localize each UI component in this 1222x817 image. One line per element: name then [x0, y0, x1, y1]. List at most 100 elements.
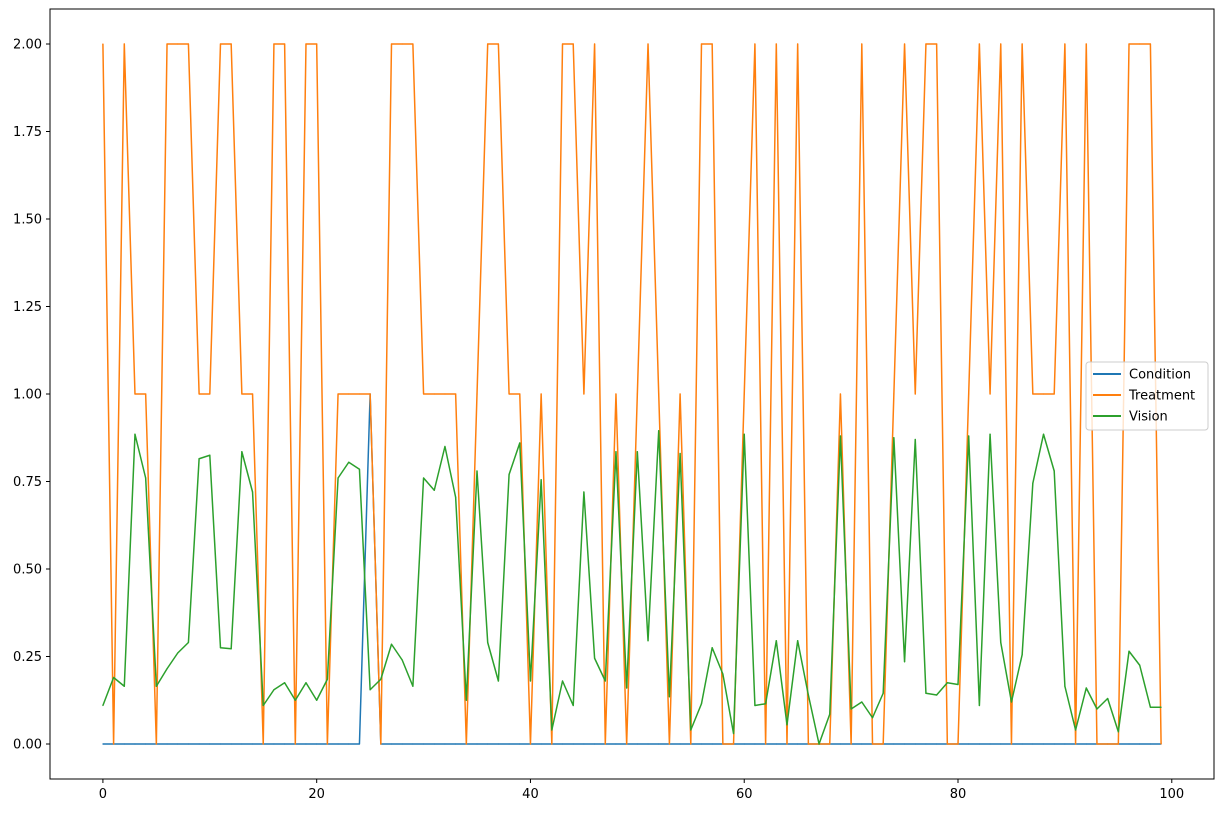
data-point — [294, 699, 296, 701]
data-point — [284, 682, 286, 684]
data-point — [1010, 701, 1013, 703]
data-point — [743, 433, 745, 435]
data-point — [978, 43, 980, 45]
data-point — [358, 468, 361, 470]
data-point — [1064, 743, 1066, 745]
data-point — [358, 743, 361, 745]
data-point — [273, 43, 275, 45]
data-point — [957, 743, 959, 745]
data-point — [732, 743, 735, 745]
data-point — [1000, 641, 1002, 644]
data-point — [775, 43, 777, 45]
data-point — [273, 743, 275, 745]
data-point — [593, 743, 596, 745]
data-point — [1074, 743, 1077, 745]
data-point — [348, 743, 350, 745]
data-point — [433, 393, 435, 395]
data-point — [658, 743, 660, 745]
data-point — [1139, 743, 1141, 745]
data-point — [529, 743, 532, 745]
y-tick-label: 0.25 — [13, 650, 42, 665]
data-point — [134, 393, 136, 395]
data-point — [936, 743, 938, 745]
legend-entries: Condition Treatment Vision — [1093, 368, 1195, 425]
data-point — [262, 704, 264, 707]
data-point — [337, 743, 339, 745]
data-point — [422, 393, 425, 395]
data-point — [1000, 43, 1002, 45]
data-point — [123, 43, 125, 45]
data-point — [946, 682, 948, 684]
data-point — [337, 393, 339, 395]
data-point — [775, 743, 777, 745]
data-point — [1107, 743, 1109, 745]
data-point — [561, 743, 564, 745]
data-point — [209, 743, 211, 745]
x-axis: 0 20 40 60 80 100 — [99, 779, 1184, 802]
data-point — [978, 704, 980, 707]
data-point — [647, 640, 649, 642]
data-point — [1085, 43, 1087, 45]
data-point — [519, 442, 521, 444]
data-point — [668, 696, 671, 698]
data-point — [765, 743, 767, 745]
data-point — [209, 454, 211, 456]
data-point — [348, 393, 350, 395]
data-point — [679, 393, 681, 395]
y-axis: 0.00 0.25 0.50 0.75 1.00 1.25 1.50 1.75 2.00 — [13, 38, 50, 753]
data-point — [316, 699, 318, 701]
data-point — [1010, 743, 1013, 745]
data-point — [1107, 697, 1109, 700]
legend-box — [1085, 361, 1209, 431]
data-point — [262, 743, 264, 745]
data-point — [989, 393, 991, 395]
data-point — [690, 743, 692, 745]
data-point — [166, 743, 168, 745]
y-tick-label: 0.00 — [13, 738, 42, 753]
data-point — [412, 743, 414, 745]
data-point — [455, 496, 457, 498]
data-point — [1149, 743, 1151, 745]
data-point — [412, 685, 414, 687]
y-tick-label: 1.50 — [13, 213, 42, 228]
data-point — [690, 729, 692, 731]
data-point — [647, 43, 649, 45]
data-point — [903, 661, 906, 663]
series-line-condition — [102, 393, 1162, 745]
data-point — [476, 743, 478, 745]
data-point — [209, 393, 211, 395]
data-point — [850, 708, 852, 710]
data-point — [1117, 743, 1119, 745]
data-point — [540, 393, 542, 395]
data-point — [839, 435, 842, 437]
data-point — [465, 699, 467, 701]
data-point — [722, 673, 724, 675]
data-point — [369, 689, 371, 691]
data-point — [476, 393, 478, 395]
data-point — [679, 452, 681, 455]
data-point — [861, 43, 863, 45]
data-point — [337, 477, 339, 479]
data-point — [722, 743, 724, 745]
data-point — [412, 43, 414, 45]
data-point — [219, 647, 222, 649]
data-point — [946, 743, 948, 745]
data-point — [583, 491, 585, 493]
data-point — [893, 437, 895, 439]
data-point — [765, 703, 767, 705]
data-point — [1149, 706, 1151, 708]
data-point — [390, 643, 393, 645]
data-point — [615, 451, 617, 453]
data-point — [893, 393, 895, 395]
data-point — [1021, 743, 1023, 745]
data-point — [113, 743, 115, 745]
data-point — [1128, 650, 1130, 652]
data-point — [968, 435, 970, 437]
data-point — [1032, 393, 1034, 395]
data-point — [401, 659, 403, 661]
data-point — [401, 43, 403, 45]
series-layer — [102, 43, 1162, 745]
data-point — [155, 743, 157, 745]
data-point — [775, 640, 777, 642]
